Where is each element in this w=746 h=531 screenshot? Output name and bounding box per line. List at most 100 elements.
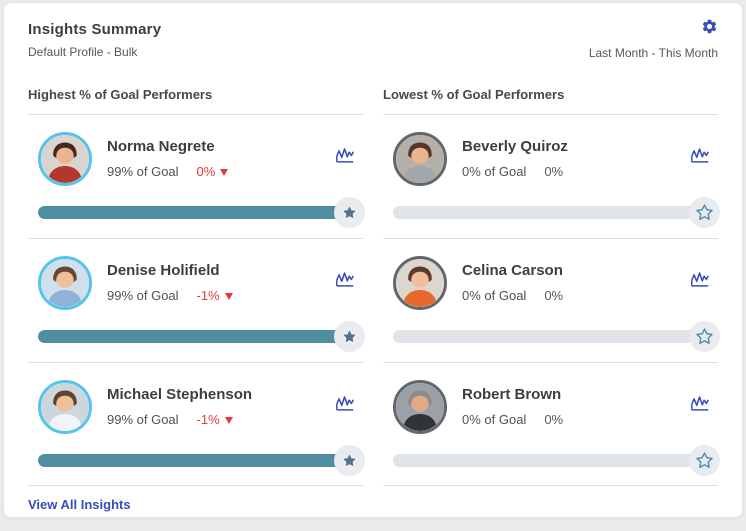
- performer-name[interactable]: Celina Carson: [462, 262, 563, 279]
- trend-chart-icon[interactable]: [334, 392, 356, 414]
- trend-down-arrow-icon: [224, 293, 233, 300]
- progress-row: [393, 445, 720, 476]
- performer-card: Denise Holifield 99% of Goal -1%: [28, 238, 365, 362]
- avatar[interactable]: [38, 256, 92, 310]
- performer-name[interactable]: Denise Holifield: [107, 262, 220, 279]
- goal-progress-fill: [38, 206, 347, 219]
- goal-percent-label: 99% of Goal: [107, 164, 179, 179]
- avatar[interactable]: [393, 132, 447, 186]
- performers-column: Highest % of Goal Performers Norma Negre…: [28, 87, 365, 486]
- trend-chart-icon[interactable]: [334, 144, 356, 166]
- person-info: Denise Holifield 99% of Goal -1%: [107, 256, 233, 303]
- star-icon: [341, 204, 358, 220]
- change-percent-label: 0%: [544, 164, 564, 179]
- column-heading: Lowest % of Goal Performers: [383, 87, 565, 102]
- avatar-image: [396, 383, 444, 431]
- goal-line: 99% of Goal -1%: [107, 412, 252, 427]
- performer-card: Beverly Quiroz 0% of Goal 0%: [383, 114, 720, 238]
- performer-name[interactable]: Robert Brown: [462, 386, 562, 403]
- change-percent-label: -1%: [196, 288, 220, 303]
- goal-progress-fill: [38, 454, 347, 467]
- goal-line: 0% of Goal 0%: [462, 412, 563, 427]
- person-row: Michael Stephenson 99% of Goal -1%: [38, 380, 363, 434]
- favorite-star-button[interactable]: [689, 197, 720, 228]
- goal-line: 0% of Goal 0%: [462, 288, 563, 303]
- goal-percent-label: 99% of Goal: [107, 288, 179, 303]
- performer-list: Beverly Quiroz 0% of Goal 0%: [383, 114, 720, 486]
- performer-card: Michael Stephenson 99% of Goal -1%: [28, 362, 365, 486]
- insights-summary-panel: Insights Summary Default Profile - Bulk …: [3, 2, 743, 518]
- person-info: Celina Carson 0% of Goal 0%: [462, 256, 563, 303]
- avatar-image: [396, 259, 444, 307]
- change-percent-label: 0%: [196, 164, 216, 179]
- performer-columns: Highest % of Goal Performers Norma Negre…: [28, 87, 720, 486]
- goal-progress-bar: [38, 330, 350, 343]
- settings-gear-icon[interactable]: [701, 18, 718, 35]
- trend-down-arrow-icon: [220, 169, 229, 176]
- goal-progress-bar: [38, 206, 350, 219]
- avatar[interactable]: [393, 256, 447, 310]
- star-icon: [341, 452, 358, 468]
- panel-footer: View All Insights: [28, 486, 718, 514]
- goal-percent-label: 0% of Goal: [462, 288, 527, 303]
- person-row: Celina Carson 0% of Goal 0%: [393, 256, 718, 310]
- title-block: Insights Summary Default Profile - Bulk: [28, 21, 718, 59]
- performer-card: Robert Brown 0% of Goal 0%: [383, 362, 720, 486]
- person-row: Beverly Quiroz 0% of Goal 0%: [393, 132, 718, 186]
- star-icon: [696, 452, 713, 468]
- favorite-star-button[interactable]: [334, 445, 365, 476]
- progress-row: [38, 321, 365, 352]
- profile-subtitle: Default Profile - Bulk: [28, 45, 138, 59]
- person-info: Robert Brown 0% of Goal 0%: [462, 380, 563, 427]
- performer-name[interactable]: Michael Stephenson: [107, 386, 253, 403]
- goal-progress-bar: [393, 206, 705, 219]
- goal-line: 99% of Goal -1%: [107, 288, 233, 303]
- progress-row: [38, 197, 365, 228]
- goal-progress-bar: [38, 454, 350, 467]
- avatar-image: [396, 135, 444, 183]
- performer-name[interactable]: Beverly Quiroz: [462, 138, 568, 155]
- column-heading: Highest % of Goal Performers: [28, 87, 213, 102]
- favorite-star-button[interactable]: [334, 321, 365, 352]
- change-percent-label: -1%: [196, 412, 220, 427]
- progress-row: [393, 321, 720, 352]
- performer-list: Norma Negrete 99% of Goal 0%: [28, 114, 365, 486]
- trend-chart-icon[interactable]: [689, 268, 711, 290]
- favorite-star-button[interactable]: [689, 321, 720, 352]
- star-icon: [696, 328, 713, 344]
- person-info: Beverly Quiroz 0% of Goal 0%: [462, 132, 568, 179]
- goal-progress-fill: [38, 330, 347, 343]
- avatar-image: [41, 259, 89, 307]
- header-right: Last Month - This Month: [589, 18, 718, 60]
- goal-percent-label: 0% of Goal: [462, 412, 527, 427]
- person-info: Norma Negrete 99% of Goal 0%: [107, 132, 229, 179]
- trend-chart-icon[interactable]: [334, 268, 356, 290]
- progress-row: [38, 445, 365, 476]
- favorite-star-button[interactable]: [334, 197, 365, 228]
- change-percent-label: 0%: [544, 288, 564, 303]
- goal-progress-bar: [393, 330, 705, 343]
- person-info: Michael Stephenson 99% of Goal -1%: [107, 380, 252, 427]
- performer-card: Celina Carson 0% of Goal 0%: [383, 238, 720, 362]
- star-icon: [696, 204, 713, 220]
- change-percent-label: 0%: [544, 412, 564, 427]
- avatar[interactable]: [393, 380, 447, 434]
- avatar-image: [41, 135, 89, 183]
- avatar[interactable]: [38, 380, 92, 434]
- view-all-insights-link[interactable]: View All Insights: [28, 497, 131, 512]
- avatar[interactable]: [38, 132, 92, 186]
- trend-chart-icon[interactable]: [689, 392, 711, 414]
- person-row: Denise Holifield 99% of Goal -1%: [38, 256, 363, 310]
- star-icon: [341, 328, 358, 344]
- performer-card: Norma Negrete 99% of Goal 0%: [28, 114, 365, 238]
- progress-row: [393, 197, 720, 228]
- trend-chart-icon[interactable]: [689, 144, 711, 166]
- person-row: Norma Negrete 99% of Goal 0%: [38, 132, 363, 186]
- performer-name[interactable]: Norma Negrete: [107, 138, 215, 155]
- goal-percent-label: 99% of Goal: [107, 412, 179, 427]
- goal-line: 99% of Goal 0%: [107, 164, 229, 179]
- trend-down-arrow-icon: [224, 417, 233, 424]
- goal-progress-bar: [393, 454, 705, 467]
- person-row: Robert Brown 0% of Goal 0%: [393, 380, 718, 434]
- favorite-star-button[interactable]: [689, 445, 720, 476]
